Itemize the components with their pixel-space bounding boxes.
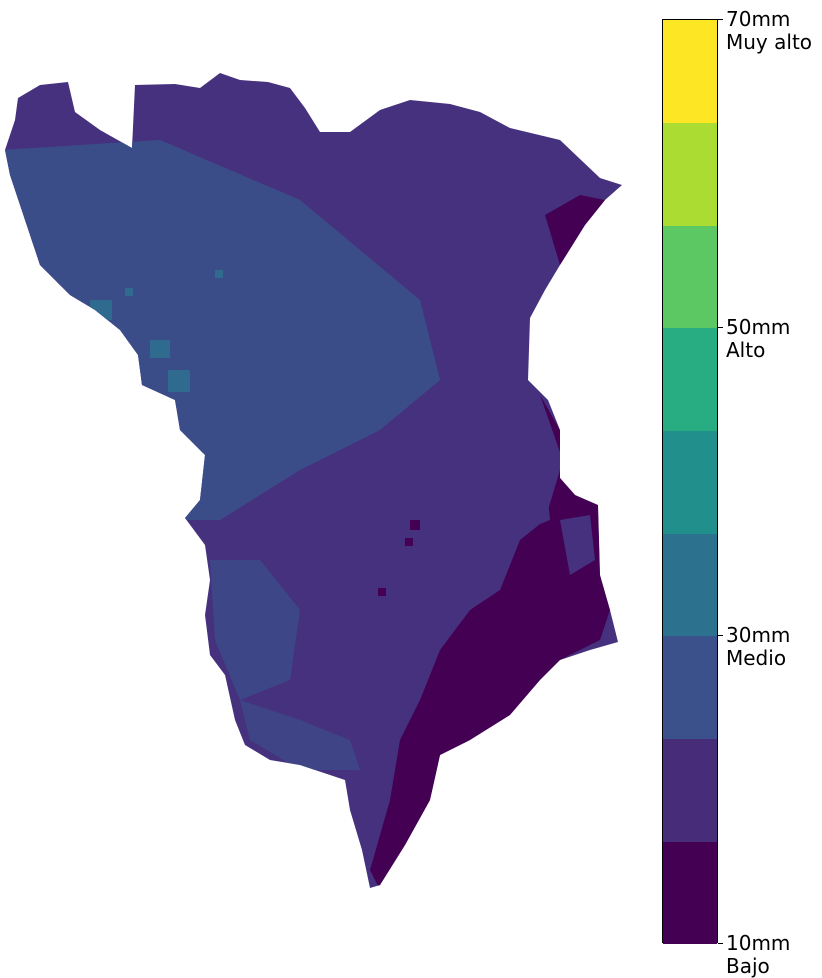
tick-amount: 70mm	[726, 7, 791, 31]
colorbar-bin	[663, 430, 717, 534]
colorbar-tick-label: 30mm Medio	[726, 624, 790, 670]
colorbar-bin	[663, 328, 717, 432]
colorbar	[662, 19, 718, 945]
colorbar-bin	[663, 122, 717, 226]
colorbar-bin	[663, 636, 717, 740]
tick-category: Muy alto	[726, 30, 813, 54]
colorbar-bin	[663, 841, 717, 945]
colorbar-tick	[718, 943, 723, 944]
precipitation-map	[5, 73, 622, 888]
tick-amount: 10mm	[726, 931, 791, 955]
colorbar-bin	[663, 533, 717, 637]
colorbar-bin	[663, 20, 717, 124]
colorbar-tick	[718, 327, 723, 328]
colorbar-tick	[718, 635, 723, 636]
region-pixels	[5, 73, 622, 888]
tick-amount: 30mm	[726, 623, 791, 647]
colorbar-bin	[663, 738, 717, 842]
colorbar-tick-label: 10mm Bajo	[726, 932, 790, 978]
colorbar-tick-label: 70mm Muy alto	[726, 8, 812, 54]
colorbar-tick-label: 50mm Alto	[726, 316, 790, 362]
tick-category: Medio	[726, 646, 787, 670]
tick-amount: 50mm	[726, 315, 791, 339]
region-shape	[5, 73, 622, 888]
colorbar-bin	[663, 225, 717, 329]
tick-category: Alto	[726, 338, 766, 362]
colorbar-tick	[718, 19, 723, 20]
